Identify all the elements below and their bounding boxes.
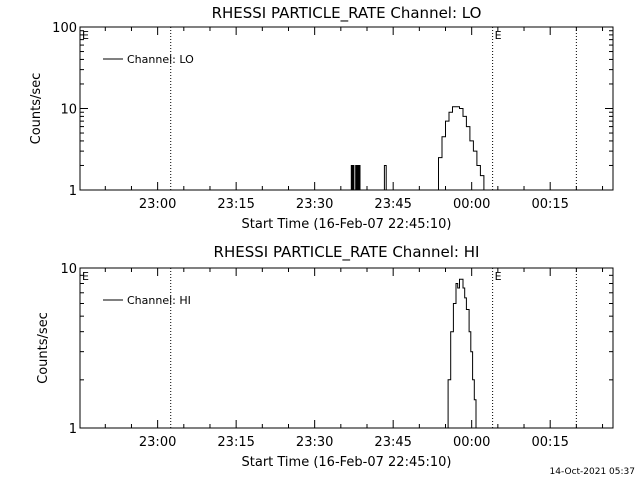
generated-timestamp: 14-Oct-2021 05:37 <box>550 467 635 477</box>
panel-0-ytick-label: 1 <box>69 184 77 199</box>
panel-0-y-axis-label: Counts/sec <box>29 73 44 145</box>
panel-0-ytick-label: 10 <box>60 103 77 118</box>
panel-0-ytick-label: 100 <box>52 21 77 36</box>
panel-1-xtick-label: 00:00 <box>453 435 490 450</box>
panel-0-x-axis-label: Start Time (16-Feb-07 22:45:10) <box>242 217 452 232</box>
panel-hi-channel: RHESSI PARTICLE_RATE Channel: HI 23:00 23:… <box>36 243 614 470</box>
panel-1-ytick-label: 10 <box>60 262 77 277</box>
panel-1-xtick-label: 23:45 <box>374 435 411 450</box>
panel-lo-channel: RHESSI PARTICLE_RATE Channel: LO 23:00 23:… <box>29 4 614 232</box>
panel-0-event-marker-label: E <box>495 29 502 42</box>
panel-1-title: RHESSI PARTICLE_RATE Channel: HI <box>214 243 480 262</box>
panel-1-xtick-label: 23:00 <box>139 435 176 450</box>
panel-1-y-axis-label: Counts/sec <box>36 312 51 384</box>
panel-1-xtick-label: 23:30 <box>296 435 333 450</box>
panel-0-xtick-label: 23:30 <box>296 197 333 212</box>
panel-0-xtick-label: 23:00 <box>139 197 176 212</box>
panel-0-legend-label: Channel: LO <box>127 53 194 66</box>
panel-0-title: RHESSI PARTICLE_RATE Channel: LO <box>212 4 482 23</box>
panel-0-xtick-label: 00:15 <box>531 197 568 212</box>
panel-0-xtick-label: 23:45 <box>374 197 411 212</box>
panel-1-xtick-label: 00:15 <box>531 435 568 450</box>
panel-1-x-axis-label: Start Time (16-Feb-07 22:45:10) <box>242 455 452 470</box>
panel-1-ytick-label: 1 <box>69 422 77 437</box>
panel-0-xtick-label: 23:15 <box>217 197 254 212</box>
panel-0-corner-label: E <box>82 29 89 42</box>
panel-1-corner-label: E <box>82 270 89 283</box>
panel-1-plot-frame <box>79 267 614 429</box>
panel-1-event-marker-label: E <box>495 270 502 283</box>
panel-1-series-line <box>445 278 477 429</box>
panel-0-xtick-label: 00:00 <box>453 197 490 212</box>
panel-0-plot-frame <box>79 26 614 191</box>
panel-1-legend-label: Channel: HI <box>127 294 191 307</box>
panel-1-xtick-label: 23:15 <box>217 435 254 450</box>
panel-0-series-line <box>350 106 485 191</box>
